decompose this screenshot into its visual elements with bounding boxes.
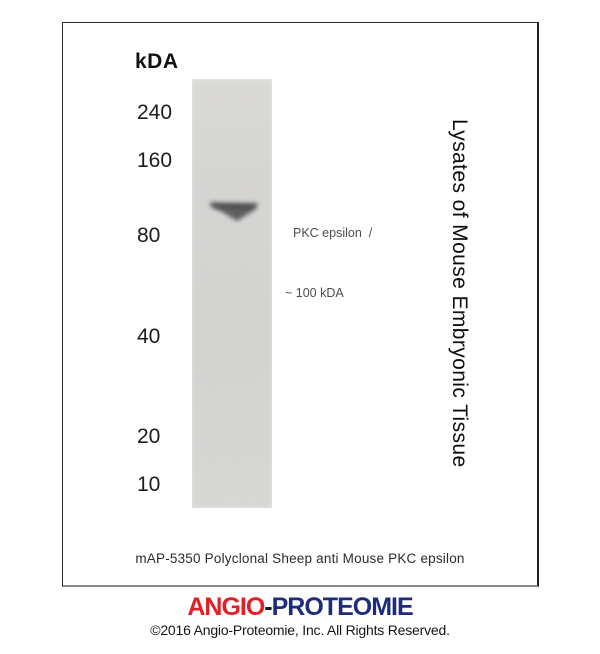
protein-band-graphic	[192, 79, 272, 508]
band-annotation-line1: PKC epsilon /	[293, 226, 373, 240]
gel-lane	[192, 79, 272, 508]
mw-marker-40: 40	[137, 325, 161, 348]
logo-part-angio: ANGIO	[187, 593, 265, 621]
figure-border-box: kDA 240 160 80 40 20 10	[62, 22, 539, 587]
mw-marker-240: 240	[137, 101, 173, 124]
mw-marker-160: 160	[137, 149, 173, 172]
mw-marker-10: 10	[137, 473, 161, 496]
company-logo: ANGIO-PROTEOMIE	[0, 594, 600, 620]
logo-hyphen: -	[264, 593, 272, 621]
kda-unit-label: kDA	[135, 50, 179, 73]
mw-marker-80: 80	[137, 224, 161, 247]
copyright-line: ©2016 Angio-Proteomie, Inc. All Rights R…	[150, 622, 450, 638]
band-annotation: PKC epsilon / ~ 100 kDA	[285, 183, 372, 343]
band-annotation-line2: ~ 100 kDA	[285, 286, 344, 300]
antibody-caption: mAP-5350 Polyclonal Sheep anti Mouse PKC…	[135, 551, 465, 566]
logo-part-proteomie: PROTEOMIE	[271, 593, 414, 621]
sample-side-label: Lysates of Mouse Embryonic Tissue	[448, 119, 471, 468]
mw-marker-20: 20	[137, 425, 161, 448]
